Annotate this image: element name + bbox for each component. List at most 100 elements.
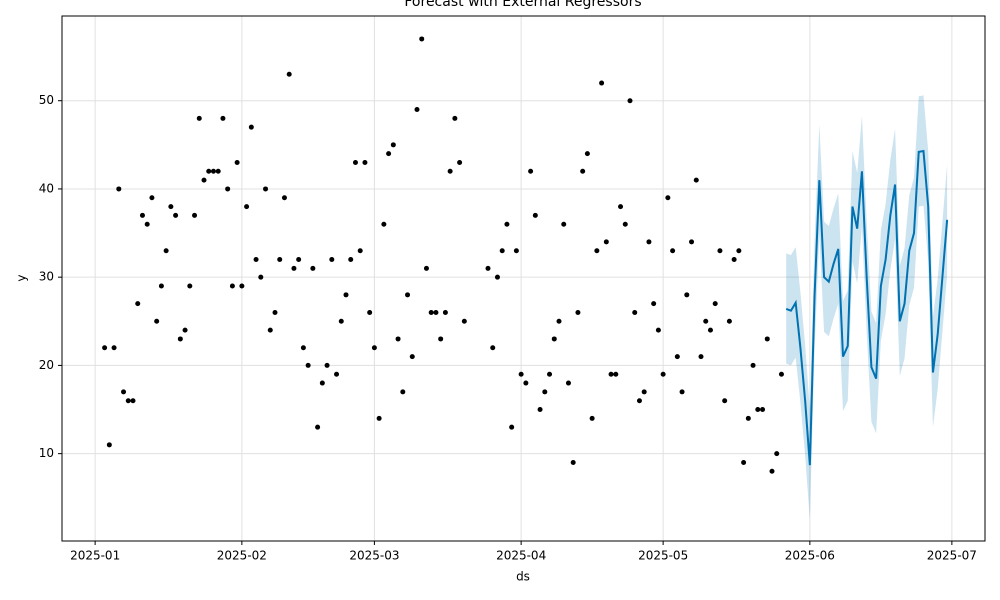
data-point — [457, 159, 463, 165]
data-point — [570, 459, 576, 465]
data-point — [248, 124, 254, 130]
data-point — [381, 221, 387, 227]
data-point — [461, 318, 467, 324]
data-point — [291, 265, 297, 271]
data-point — [636, 398, 642, 404]
data-point — [357, 248, 363, 254]
y-tick-label: 10 — [39, 446, 54, 460]
data-point — [764, 336, 770, 342]
data-point — [338, 318, 344, 324]
data-point — [286, 71, 292, 77]
data-point — [263, 186, 269, 192]
data-point — [206, 168, 212, 174]
data-point — [551, 336, 557, 342]
data-point — [561, 221, 567, 227]
data-point — [253, 257, 259, 263]
x-tick-label: 2025-06 — [785, 549, 835, 563]
x-axis-label: ds — [516, 570, 530, 584]
data-point — [523, 380, 529, 386]
data-point — [774, 451, 780, 457]
data-point — [485, 265, 491, 271]
data-point — [111, 345, 117, 351]
data-point — [371, 345, 377, 351]
data-point — [750, 362, 756, 368]
data-point — [632, 309, 638, 315]
data-point — [210, 168, 216, 174]
data-point — [258, 274, 264, 280]
data-point — [712, 301, 718, 307]
data-point — [665, 195, 671, 201]
data-point — [689, 239, 695, 245]
data-point — [447, 168, 453, 174]
data-point — [196, 115, 202, 121]
data-point — [168, 204, 174, 210]
grid — [62, 16, 985, 541]
data-point — [272, 309, 278, 315]
data-point — [135, 301, 141, 307]
data-point — [334, 371, 340, 377]
data-point — [660, 371, 666, 377]
data-point — [745, 415, 751, 421]
data-point — [641, 389, 647, 395]
x-tick-label: 2025-01 — [70, 549, 120, 563]
chart-title: Forecast with External Regressors — [404, 0, 641, 10]
data-point — [315, 424, 321, 430]
data-point — [622, 221, 628, 227]
y-tick-label: 30 — [39, 270, 54, 284]
data-point — [362, 159, 368, 165]
data-point — [296, 257, 302, 263]
data-point — [220, 115, 226, 121]
uncertainty-band — [786, 95, 948, 520]
data-point — [646, 239, 652, 245]
data-point — [603, 239, 609, 245]
data-point — [769, 468, 775, 474]
data-point — [499, 248, 505, 254]
data-point — [305, 362, 311, 368]
data-point — [229, 283, 235, 289]
data-point — [490, 345, 496, 351]
data-point — [158, 283, 164, 289]
data-point — [376, 415, 382, 421]
data-point — [395, 336, 401, 342]
data-point — [419, 36, 425, 42]
data-point — [651, 301, 657, 307]
data-point — [130, 398, 136, 404]
data-point — [182, 327, 188, 333]
data-point — [613, 371, 619, 377]
y-tick-label: 20 — [39, 358, 54, 372]
data-point — [755, 407, 761, 413]
data-point — [173, 212, 179, 218]
y-tick-label: 50 — [39, 93, 54, 107]
data-point — [679, 389, 685, 395]
data-point — [324, 362, 330, 368]
data-point — [144, 221, 150, 227]
forecast-line — [785, 149, 949, 466]
data-point — [343, 292, 349, 298]
data-point — [102, 345, 108, 351]
data-point — [277, 257, 283, 263]
data-point — [542, 389, 548, 395]
data-point — [442, 309, 448, 315]
data-point — [532, 212, 538, 218]
data-point — [736, 248, 742, 254]
data-point — [239, 283, 245, 289]
x-tick-label: 2025-02 — [217, 549, 267, 563]
data-point — [125, 398, 131, 404]
data-point — [414, 107, 420, 113]
data-point — [433, 309, 439, 315]
data-point — [618, 204, 624, 210]
data-point — [580, 168, 586, 174]
data-point — [703, 318, 709, 324]
data-point — [187, 283, 193, 289]
data-point — [329, 257, 335, 263]
data-point — [367, 309, 373, 315]
data-point — [106, 442, 112, 448]
data-point — [400, 389, 406, 395]
data-point — [267, 327, 273, 333]
data-point — [352, 159, 358, 165]
data-point — [409, 354, 415, 360]
data-point — [452, 115, 458, 121]
data-point — [428, 309, 434, 315]
data-point — [390, 142, 396, 148]
data-point — [556, 318, 562, 324]
